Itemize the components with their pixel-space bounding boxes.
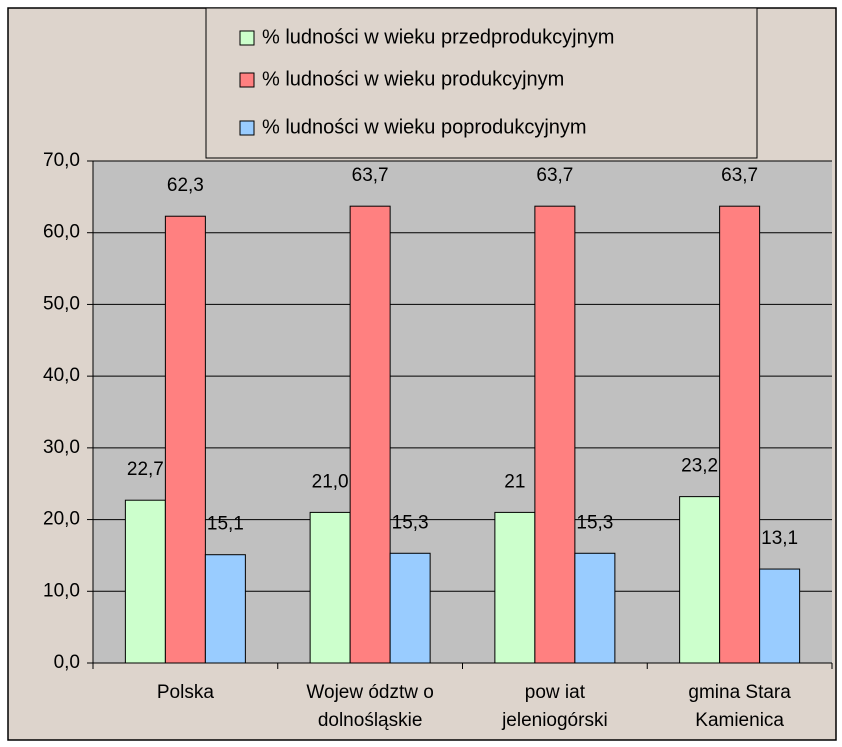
- bar: [309, 511, 351, 664]
- y-tick-label: 30,0: [43, 437, 80, 458]
- x-tick-label: Wojew ództw o dolnośląskie: [306, 682, 433, 731]
- data-label: 22,7: [127, 459, 164, 480]
- data-label: 23,2: [681, 456, 718, 477]
- y-tick-label: 60,0: [43, 222, 80, 243]
- bars: [124, 205, 801, 664]
- bar: [389, 552, 431, 664]
- y-tick-label: 10,0: [43, 580, 80, 601]
- legend-swatch: [239, 30, 255, 46]
- bar: [534, 205, 576, 664]
- legend-swatch: [239, 72, 255, 88]
- data-label: 15,3: [392, 512, 429, 533]
- bar: [164, 215, 206, 664]
- data-label: 63,7: [536, 165, 573, 186]
- bar: [494, 511, 536, 664]
- bar: [679, 496, 721, 664]
- y-tick-label: 40,0: [43, 365, 80, 386]
- bar: [349, 205, 391, 664]
- data-label: 15,3: [576, 512, 613, 533]
- y-tick-label: 0,0: [54, 652, 80, 673]
- data-label: 15,1: [207, 514, 244, 535]
- legend-label: % ludności w wieku poprodukcyjnym: [262, 116, 587, 138]
- data-label: 63,7: [352, 165, 389, 186]
- data-label: 21: [504, 471, 525, 492]
- data-label: 13,1: [761, 528, 798, 549]
- bar: [204, 554, 246, 664]
- legend-swatch: [239, 120, 255, 136]
- legend-label: % ludności w wieku przedprodukcyjnym: [262, 26, 614, 48]
- data-label: 63,7: [721, 165, 758, 186]
- bar: [719, 205, 761, 664]
- y-tick-label: 50,0: [43, 293, 80, 314]
- bar: [124, 499, 166, 664]
- bar: [759, 568, 801, 664]
- x-tick-label: gmina Stara Kamienica: [688, 682, 791, 731]
- x-tick-label: pow iat jeleniogórski: [501, 682, 608, 731]
- y-tick-label: 70,0: [43, 150, 80, 171]
- bar: [574, 552, 616, 664]
- y-tick-label: 20,0: [43, 509, 80, 530]
- legend-label: % ludności w wieku produkcyjnym: [262, 68, 564, 90]
- x-tick-label: Polska: [157, 682, 214, 703]
- legend-box: [205, 7, 758, 159]
- data-label: 62,3: [167, 175, 204, 196]
- data-label: 21,0: [312, 471, 349, 492]
